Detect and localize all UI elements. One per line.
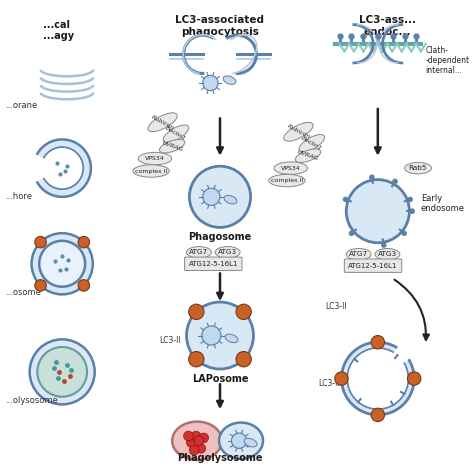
Ellipse shape xyxy=(172,421,222,460)
Ellipse shape xyxy=(223,76,236,84)
Text: complex II: complex II xyxy=(135,168,167,173)
Ellipse shape xyxy=(346,248,371,260)
Circle shape xyxy=(190,446,199,455)
Circle shape xyxy=(194,436,204,446)
Circle shape xyxy=(187,438,196,447)
Ellipse shape xyxy=(159,139,185,153)
Text: UVRAG: UVRAG xyxy=(161,140,183,152)
Ellipse shape xyxy=(274,162,308,174)
Text: Rab5: Rab5 xyxy=(409,165,427,171)
FancyBboxPatch shape xyxy=(344,259,402,273)
Text: VPS34: VPS34 xyxy=(145,156,165,161)
Circle shape xyxy=(402,231,407,236)
Text: ATG7: ATG7 xyxy=(349,251,368,257)
Text: LAPosome: LAPosome xyxy=(192,374,248,384)
Circle shape xyxy=(187,302,254,369)
Ellipse shape xyxy=(163,125,189,142)
Ellipse shape xyxy=(224,195,237,204)
Circle shape xyxy=(392,179,397,184)
Circle shape xyxy=(335,372,348,385)
Text: Clath-
-dependent
internal...: Clath- -dependent internal... xyxy=(426,46,470,75)
Text: LC3-II: LC3-II xyxy=(159,336,181,345)
Text: ATG7: ATG7 xyxy=(190,249,209,255)
Circle shape xyxy=(236,352,251,367)
Text: ...hore: ...hore xyxy=(5,192,32,201)
Ellipse shape xyxy=(219,422,263,459)
Circle shape xyxy=(349,231,354,236)
Circle shape xyxy=(382,243,386,247)
Circle shape xyxy=(199,433,209,443)
Circle shape xyxy=(78,237,90,248)
Text: ATG12-5-16L1: ATG12-5-16L1 xyxy=(348,263,398,269)
Circle shape xyxy=(202,326,221,345)
Ellipse shape xyxy=(295,149,321,163)
Ellipse shape xyxy=(215,246,240,258)
Text: LC3-II: LC3-II xyxy=(325,302,347,311)
Circle shape xyxy=(32,233,93,294)
Circle shape xyxy=(191,431,201,441)
Circle shape xyxy=(369,175,374,180)
FancyBboxPatch shape xyxy=(184,257,242,271)
Ellipse shape xyxy=(284,122,313,141)
Circle shape xyxy=(231,433,247,448)
Text: ...orane: ...orane xyxy=(5,101,37,110)
Text: ATG3: ATG3 xyxy=(378,251,397,257)
Text: Phagolysosome: Phagolysosome xyxy=(177,453,263,463)
Text: VPS34: VPS34 xyxy=(281,165,301,171)
Text: ...cal
...agy: ...cal ...agy xyxy=(43,20,74,41)
Circle shape xyxy=(39,241,85,287)
Circle shape xyxy=(190,166,251,228)
Text: UVRAG: UVRAG xyxy=(297,149,319,162)
Text: LC3-ass...
endoc...: LC3-ass... endoc... xyxy=(359,15,416,36)
Circle shape xyxy=(196,444,206,453)
Text: Beclin1: Beclin1 xyxy=(301,136,323,151)
Circle shape xyxy=(189,352,204,367)
Polygon shape xyxy=(37,139,91,197)
Circle shape xyxy=(408,372,421,385)
Ellipse shape xyxy=(244,438,257,447)
Circle shape xyxy=(35,280,46,291)
Text: Early
endosome: Early endosome xyxy=(421,194,465,213)
Text: LC3-II: LC3-II xyxy=(319,379,340,388)
Polygon shape xyxy=(341,342,414,415)
Text: Beclin1: Beclin1 xyxy=(165,126,187,142)
Ellipse shape xyxy=(138,152,172,165)
Text: ATG3: ATG3 xyxy=(218,249,237,255)
Circle shape xyxy=(37,347,87,397)
Circle shape xyxy=(410,209,415,214)
Ellipse shape xyxy=(375,248,400,260)
Circle shape xyxy=(343,197,348,202)
Ellipse shape xyxy=(133,165,169,177)
Ellipse shape xyxy=(299,135,325,152)
Circle shape xyxy=(35,237,46,248)
Ellipse shape xyxy=(187,246,211,258)
Ellipse shape xyxy=(225,334,238,343)
Circle shape xyxy=(346,180,410,243)
Circle shape xyxy=(78,280,90,291)
Circle shape xyxy=(371,408,384,421)
Text: Rubicon: Rubicon xyxy=(150,114,175,130)
Ellipse shape xyxy=(148,113,177,132)
Text: LC3-associated
phagocytosis: LC3-associated phagocytosis xyxy=(175,15,264,36)
Text: Phagosome: Phagosome xyxy=(188,232,252,242)
Text: ...osome: ...osome xyxy=(5,288,41,297)
Circle shape xyxy=(30,339,95,404)
Text: complex II: complex II xyxy=(271,178,303,183)
Text: ATG12-5-16L1: ATG12-5-16L1 xyxy=(189,261,238,267)
Circle shape xyxy=(189,304,204,319)
Text: ...olysosome: ...olysosome xyxy=(5,396,57,405)
Ellipse shape xyxy=(269,174,305,187)
Circle shape xyxy=(203,75,218,91)
Text: Rubicon: Rubicon xyxy=(286,124,311,140)
Circle shape xyxy=(203,188,220,205)
Circle shape xyxy=(183,431,193,441)
Circle shape xyxy=(408,197,412,202)
Circle shape xyxy=(371,336,384,349)
Circle shape xyxy=(236,304,251,319)
Ellipse shape xyxy=(405,163,431,174)
